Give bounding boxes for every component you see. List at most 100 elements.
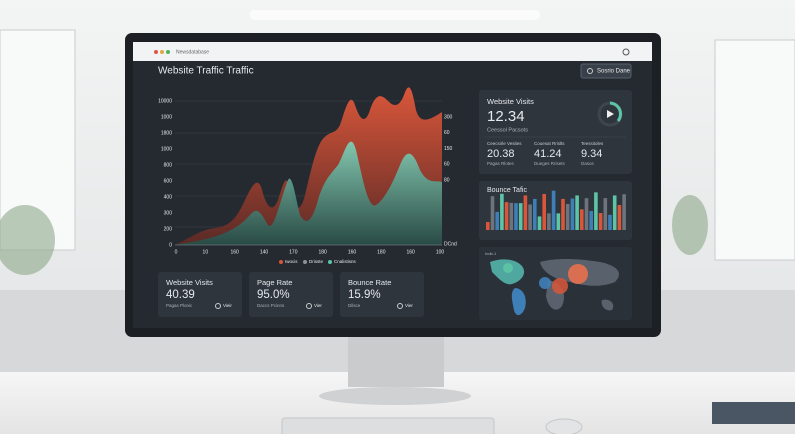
y2-tick-label: 60 — [444, 130, 450, 136]
ceiling-light — [250, 10, 540, 20]
bar-decoration — [603, 198, 608, 230]
bar-decoration — [486, 222, 490, 230]
bar-decoration — [561, 198, 565, 230]
card-button-icon[interactable] — [397, 303, 403, 309]
monitor-base — [319, 387, 471, 405]
y-tick-label: 400 — [164, 194, 173, 200]
y-tick-label: 0 — [169, 242, 172, 248]
progress-arc — [609, 101, 623, 122]
search-icon[interactable] — [622, 48, 630, 56]
y-tick-label: 1800 — [161, 130, 172, 136]
x-tick-label: 160 — [230, 249, 239, 255]
window-dot — [154, 50, 158, 54]
legend-swatch — [303, 260, 307, 264]
stat-value: 20.38 — [487, 148, 515, 160]
mouse — [545, 418, 583, 434]
card-button-icon[interactable] — [306, 303, 312, 309]
legend-label: Drisste — [309, 259, 323, 264]
card-button[interactable]: Vier — [405, 303, 413, 308]
stat-value: 9.34 — [581, 148, 602, 160]
header-button[interactable] — [580, 63, 632, 79]
plant — [672, 195, 708, 255]
page-title: Website Traffic Traffic — [158, 66, 254, 77]
bar-decoration — [575, 195, 579, 230]
panel-title: Bounce Tafic — [487, 187, 527, 194]
play-icon[interactable] — [607, 110, 614, 118]
y2-tick-label: 150 — [444, 146, 453, 152]
bar-decoration — [608, 214, 612, 230]
panel-caption: Ceessol Pacsots — [487, 127, 528, 133]
panel-title: Indb-1 — [485, 251, 497, 256]
bar-decoration — [584, 198, 589, 230]
bar-decoration — [589, 210, 593, 230]
panel-title: Website Visits — [487, 97, 534, 106]
bar-decoration — [518, 203, 523, 230]
card-value: 40.39 — [166, 289, 195, 301]
legend-swatch — [328, 260, 332, 264]
bar-decoration — [490, 196, 495, 230]
y-tick-label: 300 — [164, 210, 173, 216]
legend-label: Cnalistisns — [334, 259, 357, 264]
monitor-stand — [348, 335, 444, 387]
card-title: Website Visits — [166, 278, 213, 287]
search-icon — [587, 68, 593, 74]
x-tick-label: 160 — [348, 249, 357, 255]
y-tick-label: 200 — [164, 226, 173, 232]
card-button-icon[interactable] — [215, 303, 221, 309]
card-value: 15.9% — [348, 289, 381, 301]
bar-decoration — [528, 204, 532, 230]
bar-decoration — [523, 195, 528, 230]
bar-decoration — [556, 213, 561, 230]
bar-decoration — [547, 213, 551, 230]
legend-swatch — [279, 260, 283, 264]
stat-caption: Dasos — [581, 161, 595, 166]
legend-label: Iwocis — [285, 259, 298, 264]
bar-decoration — [570, 198, 575, 230]
bar-decoration — [504, 202, 509, 230]
bar-decoration — [580, 209, 584, 230]
x-tick-label: 180 — [377, 249, 386, 255]
bar-decoration — [551, 190, 556, 230]
x-end-label: DCnd — [444, 241, 457, 247]
card-caption: Daccs Pcinns — [257, 303, 285, 308]
y2-tick-label: 80 — [444, 178, 450, 184]
bar-decoration — [612, 195, 617, 230]
window-dot — [166, 50, 170, 54]
card-title: Bounce Rate — [348, 278, 391, 287]
bar-decoration — [598, 213, 603, 230]
bar-decoration — [565, 203, 570, 230]
bar-decoration — [537, 216, 542, 230]
world-map — [490, 259, 620, 316]
x-tick-label: 170 — [289, 249, 298, 255]
bar-decoration — [617, 205, 622, 230]
stat-label: Couesat Rrislts — [534, 141, 565, 146]
x-tick-label: 140 — [260, 249, 269, 255]
bar-decoration — [514, 203, 518, 230]
keyboard — [281, 417, 495, 434]
card-button[interactable]: Vieir — [223, 303, 232, 308]
window-dot — [160, 50, 164, 54]
area-teal — [175, 141, 442, 245]
window-right — [714, 39, 795, 261]
bar-decoration — [542, 194, 546, 230]
bar-decoration — [533, 198, 537, 230]
card-button[interactable]: Vier — [314, 303, 322, 308]
visits-panel — [479, 90, 632, 174]
stat-card — [158, 272, 242, 317]
y2-tick-label: 300 — [444, 114, 453, 120]
stat-value: 41.24 — [534, 148, 562, 160]
bar-decoration — [495, 211, 499, 230]
card-title: Page Rate — [257, 278, 292, 287]
stat-card — [340, 272, 424, 317]
card-value: 95.0% — [257, 289, 290, 301]
x-tick-label: 160 — [406, 249, 415, 255]
browser-bar — [133, 42, 652, 61]
x-tick-label: 180 — [318, 249, 327, 255]
x-tick-label: 0 — [175, 249, 178, 255]
bar-decoration — [594, 192, 598, 230]
panel-value: 12.34 — [487, 108, 525, 125]
address[interactable]: Newsdatabase — [176, 49, 209, 55]
y-tick-label: 800 — [164, 162, 173, 168]
y-tick-label: 1000 — [161, 114, 172, 120]
